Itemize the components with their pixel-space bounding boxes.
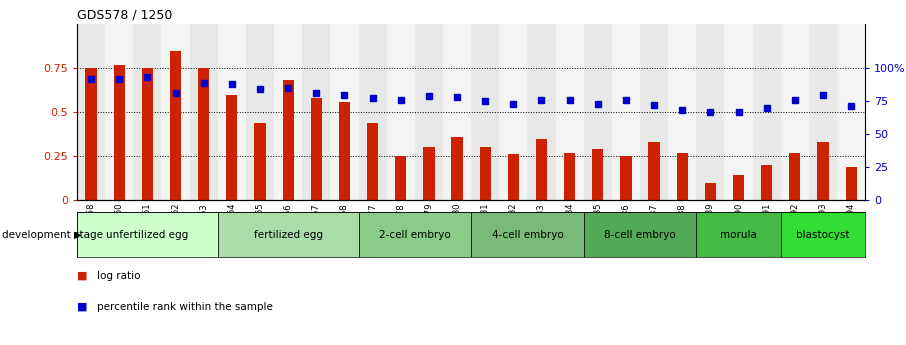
Bar [535,139,547,200]
Bar [621,156,631,200]
Bar [499,24,527,200]
Bar [479,147,491,200]
Bar [77,24,105,200]
Bar [226,95,237,200]
Bar [198,68,209,200]
Bar [311,98,322,200]
Bar [789,152,801,200]
Bar [105,24,133,200]
Bar [170,51,181,200]
Bar [217,24,246,200]
Bar [451,137,463,200]
Bar [761,165,772,200]
Bar [725,24,753,200]
Bar [141,68,153,200]
Bar [507,154,519,200]
Bar [527,24,555,200]
Text: 4-cell embryo: 4-cell embryo [492,230,564,239]
Bar [217,212,359,257]
Text: ■: ■ [77,302,88,312]
Bar [555,24,583,200]
Bar [583,24,612,200]
Bar [564,152,575,200]
Bar [255,123,265,200]
Text: 8-cell embryo: 8-cell embryo [604,230,676,239]
Bar [845,167,857,200]
Bar [387,24,415,200]
Text: blastocyst: blastocyst [796,230,850,239]
Bar [809,24,837,200]
Bar [331,24,359,200]
Bar [733,176,744,200]
Bar [583,212,697,257]
Bar [85,68,97,200]
Bar [395,156,407,200]
Text: log ratio: log ratio [97,271,140,281]
Text: morula: morula [720,230,757,239]
Text: 2-cell embryo: 2-cell embryo [379,230,450,239]
Bar [303,24,331,200]
Bar [283,80,294,200]
Text: percentile rank within the sample: percentile rank within the sample [97,302,273,312]
Text: development stage: development stage [2,230,102,239]
Bar [471,212,583,257]
Bar [649,142,660,200]
Bar [781,212,865,257]
Bar [593,149,603,200]
Bar [359,24,387,200]
Bar [471,24,499,200]
Bar [77,212,217,257]
Bar [697,24,725,200]
Bar [640,24,668,200]
Bar [697,212,781,257]
Bar [443,24,471,200]
Bar [817,142,829,200]
Bar [246,24,274,200]
Bar [781,24,809,200]
Bar [753,24,781,200]
Bar [612,24,640,200]
Bar [837,24,865,200]
Bar [359,212,471,257]
Bar [415,24,443,200]
Bar [113,65,125,200]
Bar [705,183,716,200]
Bar [189,24,217,200]
Text: ■: ■ [77,271,88,281]
Bar [161,24,189,200]
Text: unfertilized egg: unfertilized egg [106,230,188,239]
Text: GDS578 / 1250: GDS578 / 1250 [77,9,172,22]
Bar [274,24,303,200]
Bar [339,101,350,200]
Bar [133,24,161,200]
Bar [677,152,688,200]
Text: ▶: ▶ [74,230,82,239]
Bar [423,147,435,200]
Bar [367,123,378,200]
Bar [668,24,697,200]
Text: fertilized egg: fertilized egg [254,230,323,239]
